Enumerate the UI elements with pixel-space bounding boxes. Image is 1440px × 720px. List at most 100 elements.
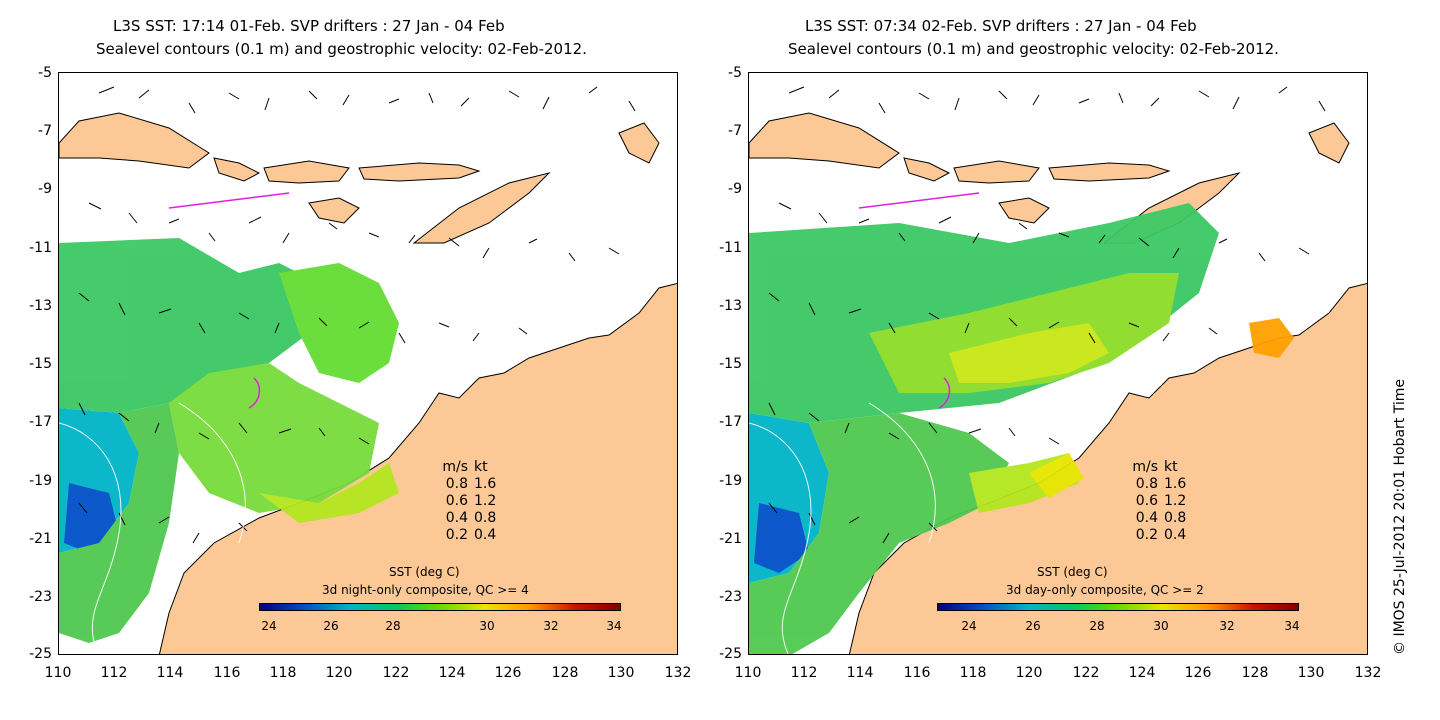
legend-ms-value: 0.8 — [445, 476, 468, 492]
lat-tick: -15 — [29, 356, 52, 372]
lat-tick: -11 — [719, 240, 742, 256]
right-velocity-vectors — [768, 86, 1326, 544]
left-sst-field — [59, 238, 399, 643]
lon-tick: 132 — [664, 665, 692, 681]
lat-tick: -9 — [728, 181, 742, 197]
right-drifter-track — [858, 192, 980, 209]
lat-tick: -25 — [719, 646, 742, 662]
lon-tick: 118 — [269, 665, 297, 681]
flores-land — [358, 162, 481, 182]
lon-tick: 128 — [1241, 665, 1269, 681]
lon-tick: 126 — [1184, 665, 1212, 681]
lat-tick: -17 — [719, 414, 742, 430]
lon-tick: 120 — [325, 665, 353, 681]
right-title-line2: Sealevel contours (0.1 m) and geostrophi… — [788, 40, 1279, 58]
legend-kt-value: 1.2 — [1164, 493, 1187, 509]
lat-tick: -21 — [29, 531, 52, 547]
lat-tick: -23 — [29, 589, 52, 605]
lat-tick: -11 — [29, 240, 52, 256]
right-colorbar-tick: 24 — [961, 619, 977, 633]
velocity-legend: m/s kt 0.8 1.6 0.6 1.2 0.4 0.8 0.2 0.4 — [434, 459, 496, 544]
lat-tick: -13 — [719, 298, 742, 314]
left-drifter-track-2 — [248, 377, 261, 409]
lat-tick: -17 — [29, 414, 52, 430]
imos-credit: © IMOS 25-Jul-2012 20:01 Hobart Time — [1392, 379, 1408, 655]
legend-ms-value: 0.4 — [445, 510, 468, 526]
lat-tick: -5 — [38, 65, 52, 81]
right-map-graphics — [749, 86, 1367, 654]
legend-header-ms: m/s — [1132, 459, 1158, 475]
left-velocity-vectors — [78, 86, 636, 544]
left-map: m/s kt 0.8 1.6 0.6 1.2 0.4 0.8 0.2 0.4 SST (d… — [58, 72, 678, 655]
legend-kt-value: 0.8 — [1164, 510, 1187, 526]
legend-header-kt: kt — [1164, 459, 1178, 475]
left-colorbar — [259, 603, 621, 611]
lon-tick: 124 — [1128, 665, 1156, 681]
lon-tick: 130 — [607, 665, 635, 681]
lon-tick: 130 — [1297, 665, 1325, 681]
left-map-graphics — [59, 86, 677, 654]
left-colorbar-tick: 24 — [261, 619, 277, 633]
lon-tick: 124 — [438, 665, 466, 681]
legend-kt-value: 0.4 — [474, 527, 497, 543]
legend-kt-value: 0.8 — [474, 510, 497, 526]
lon-tick: 116 — [903, 665, 931, 681]
lat-tick: -9 — [38, 181, 52, 197]
bali-lombok-land — [903, 157, 951, 182]
lat-tick: -15 — [719, 356, 742, 372]
right-colorbar-tick: 32 — [1219, 619, 1235, 633]
java-land — [59, 112, 210, 169]
lon-tick: 114 — [156, 665, 184, 681]
lat-tick: -19 — [719, 473, 742, 489]
sumbawa-land — [263, 160, 350, 184]
small-islands-land — [1308, 122, 1350, 164]
legend-ms-value: 0.2 — [1135, 527, 1158, 543]
right-sst-field — [749, 203, 1294, 654]
left-title-line1: L3S SST: 17:14 01-Feb. SVP drifters : 27… — [113, 17, 505, 35]
lon-tick: 126 — [494, 665, 522, 681]
lon-tick: 114 — [846, 665, 874, 681]
legend-kt-value: 1.6 — [1164, 476, 1187, 492]
legend-header-kt: kt — [474, 459, 488, 475]
legend-ms-value: 0.2 — [445, 527, 468, 543]
bali-lombok-land — [213, 157, 261, 182]
lat-tick: -23 — [719, 589, 742, 605]
lon-tick: 122 — [1072, 665, 1100, 681]
left-colorbar-title: SST (deg C) — [389, 565, 460, 579]
right-colorbar-tick: 34 — [1284, 619, 1300, 633]
sumba-land — [308, 197, 360, 224]
small-islands-land — [618, 122, 660, 164]
lat-tick: -25 — [29, 646, 52, 662]
sumba-land — [998, 197, 1050, 224]
lat-tick: -7 — [38, 123, 52, 139]
right-map: m/s kt 0.8 1.6 0.6 1.2 0.4 0.8 0.2 0.4 SST (d… — [748, 72, 1368, 655]
left-colorbar-tick: 30 — [479, 619, 495, 633]
left-sealevel-contours — [59, 402, 246, 654]
left-colorbar-tick: 34 — [606, 619, 622, 633]
left-colorbar-subtitle: 3d night-only composite, QC >= 4 — [322, 583, 529, 597]
java-land — [749, 112, 900, 169]
velocity-legend: m/s kt 0.8 1.6 0.6 1.2 0.4 0.8 0.2 0.4 — [1124, 459, 1186, 544]
lat-tick: -7 — [728, 123, 742, 139]
lat-tick: -21 — [719, 531, 742, 547]
lon-tick: 132 — [1354, 665, 1382, 681]
legend-kt-value: 0.4 — [1164, 527, 1187, 543]
left-drifter-track — [168, 192, 290, 209]
lon-tick: 128 — [551, 665, 579, 681]
lon-tick: 110 — [734, 665, 762, 681]
lon-tick: 120 — [1015, 665, 1043, 681]
lon-tick: 116 — [213, 665, 241, 681]
lat-tick: -13 — [29, 298, 52, 314]
right-title-line1: L3S SST: 07:34 02-Feb. SVP drifters : 27… — [805, 17, 1197, 35]
lon-tick: 110 — [44, 665, 72, 681]
lon-tick: 112 — [790, 665, 818, 681]
left-colorbar-tick: 26 — [323, 619, 339, 633]
legend-ms-value: 0.6 — [1135, 493, 1158, 509]
right-colorbar-title: SST (deg C) — [1037, 565, 1108, 579]
timor-land — [412, 172, 551, 244]
right-colorbar-tick: 30 — [1153, 619, 1169, 633]
legend-ms-value: 0.4 — [1135, 510, 1158, 526]
legend-kt-value: 1.6 — [474, 476, 497, 492]
lon-tick: 118 — [959, 665, 987, 681]
sumbawa-land — [953, 160, 1040, 184]
